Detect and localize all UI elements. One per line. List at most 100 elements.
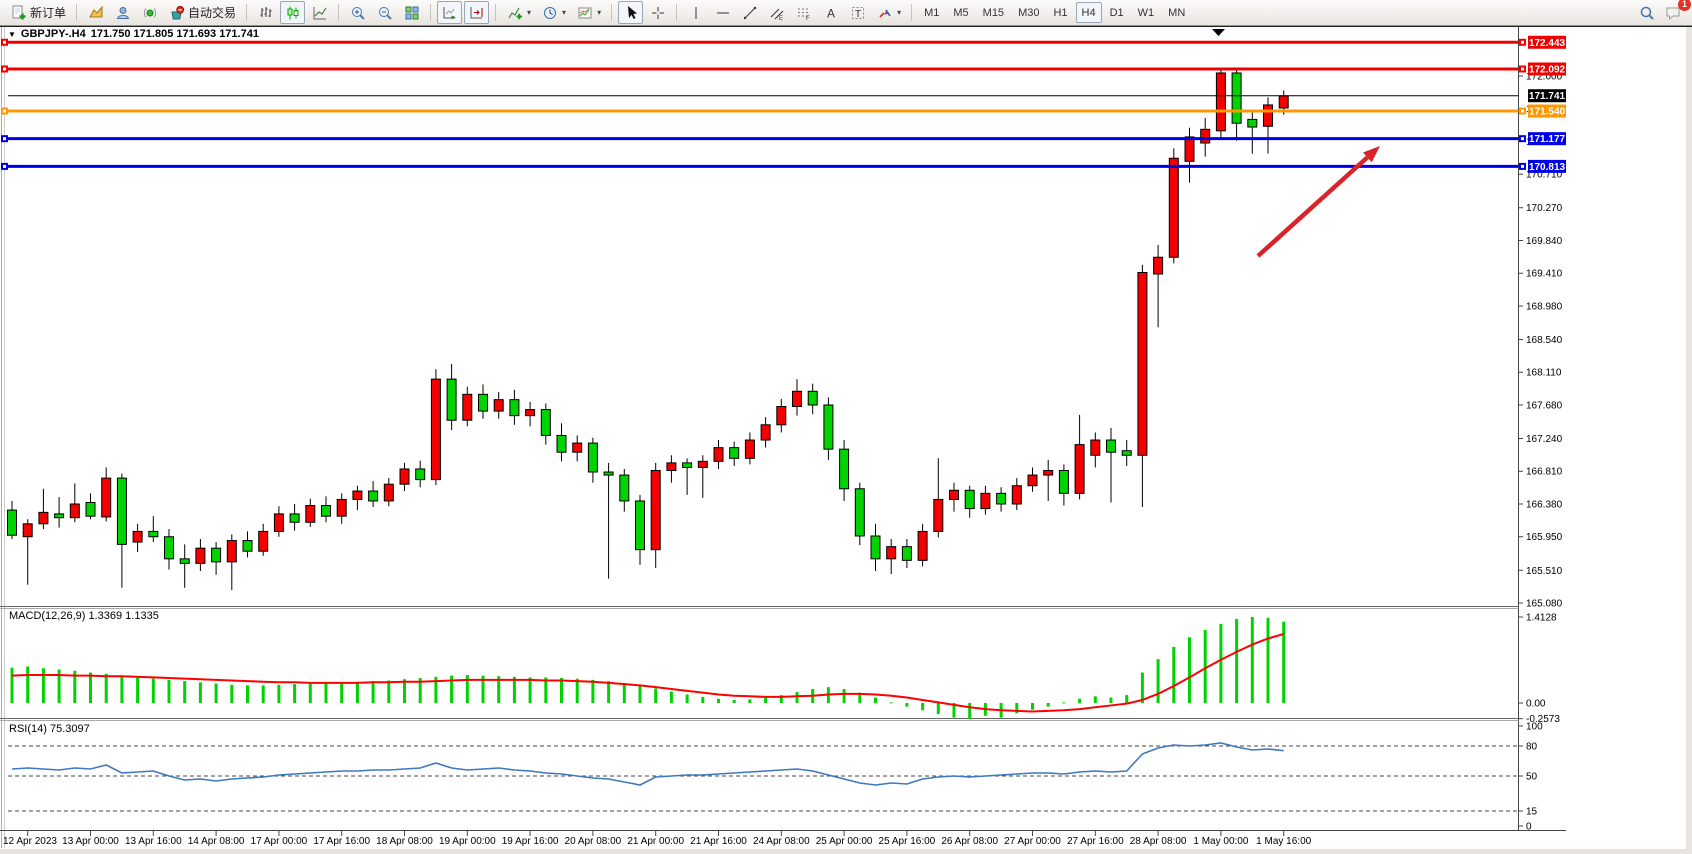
price-tick-label: 167.240 [1526, 434, 1563, 445]
candle-body [305, 505, 316, 523]
macd-histogram-bar [1062, 702, 1066, 704]
candlestick-chart-button[interactable] [280, 1, 306, 24]
macd-histogram-bar [795, 692, 799, 703]
vertical-line-icon [687, 4, 704, 21]
profile-button[interactable] [110, 1, 135, 24]
macd-histogram-bar [1156, 659, 1160, 703]
horizontal-line-tool-button[interactable] [710, 1, 735, 24]
timeframe-w1-button[interactable]: W1 [1137, 6, 1155, 19]
horizontal-line-object[interactable]: 171.540 [1, 104, 1566, 118]
indicators-button[interactable]: ▾ [502, 1, 535, 24]
candle-body [729, 447, 740, 459]
bar-chart-icon [257, 4, 274, 21]
timeframe-m5-button[interactable]: M5 [953, 6, 969, 19]
timeframe-m1-button[interactable]: M1 [924, 6, 940, 19]
channel-tool-button[interactable]: E [764, 1, 789, 24]
text-label-tool-button[interactable]: T [845, 1, 870, 24]
macd-histogram-bar [701, 696, 705, 703]
templates-button[interactable]: ▾ [572, 1, 605, 24]
separator [76, 4, 78, 21]
candle-body [148, 530, 159, 538]
timeframe-m30-button[interactable]: M30 [1018, 6, 1040, 19]
macd-histogram-bar [277, 684, 281, 703]
symbol-dropdown-icon[interactable]: ▼ [8, 29, 16, 39]
candle-body [462, 393, 473, 421]
macd-histogram-bar [1093, 696, 1097, 703]
timeframe-h4-button[interactable]: H4 [1075, 2, 1102, 23]
auto-scroll-button[interactable] [437, 1, 463, 24]
notifications-button[interactable]: 1 [1661, 0, 1691, 24]
timeframe-h1-button[interactable]: H1 [1053, 6, 1068, 19]
vertical-line-tool-button[interactable] [683, 1, 708, 24]
macd-histogram-bar [1140, 672, 1144, 703]
crosshair-button[interactable] [645, 1, 670, 24]
timeframe-mn-button[interactable]: MN [1168, 6, 1186, 19]
candle-body [1090, 439, 1101, 456]
candle-body [352, 490, 363, 500]
line-chart-icon [311, 4, 328, 21]
macd-histogram-bar [1235, 618, 1239, 703]
periods-button[interactable]: ▾ [537, 1, 570, 24]
horizontal-line-object[interactable]: 172.443 [1, 35, 1566, 49]
trendline-icon [741, 4, 758, 21]
candle-body [1121, 450, 1132, 456]
price-tick-label: 168.110 [1526, 368, 1562, 379]
candle-body [85, 501, 96, 517]
candle-body [101, 477, 112, 518]
cursor-button[interactable] [618, 1, 644, 24]
macd-histogram-bar [952, 703, 956, 718]
candle-body [368, 490, 379, 502]
macd-histogram-bar [10, 667, 14, 703]
macd-histogram-bar [371, 681, 375, 703]
trendline-tool-button[interactable] [737, 1, 762, 24]
timeframe-d1-button[interactable]: D1 [1109, 6, 1124, 19]
chart-shift-marker-icon[interactable] [1212, 29, 1225, 36]
candle-body [525, 409, 536, 417]
macd-histogram-bar [575, 678, 579, 703]
timeframe-m15-button[interactable]: M15 [982, 6, 1005, 19]
candle-body [1106, 439, 1116, 453]
separator [246, 4, 248, 21]
rsi-axis-label: 0 [1526, 822, 1532, 833]
separator [611, 4, 613, 21]
charts-button[interactable] [83, 1, 108, 24]
autotrade-button[interactable]: 自动交易 [164, 1, 240, 24]
candle-body [823, 404, 834, 450]
bar-chart-button[interactable] [253, 1, 278, 24]
time-tick-label: 24 Apr 08:00 [753, 836, 810, 847]
zoom-in-button[interactable] [345, 1, 370, 24]
new-order-button[interactable]: 新订单 [6, 1, 70, 24]
candle-body [226, 540, 237, 563]
horizontal-line-object[interactable]: 170.813 [1, 159, 1566, 173]
macd-histogram-bar [921, 703, 925, 711]
macd-histogram-bar [167, 679, 171, 703]
tile-windows-button[interactable] [399, 1, 424, 24]
text-tool-button[interactable]: A [818, 1, 843, 24]
macd-histogram-bar [1282, 621, 1286, 703]
fibonacci-tool-button[interactable]: F [791, 1, 816, 24]
candle-body [195, 547, 206, 564]
macd-histogram-bar [497, 676, 501, 703]
shapes-tool-button[interactable]: ▾ [872, 1, 905, 24]
candle-body [493, 399, 504, 412]
horizontal-line-object[interactable]: 171.177 [1, 132, 1566, 146]
zoom-out-button[interactable] [372, 1, 397, 24]
signal-button[interactable] [137, 1, 162, 24]
candle-body [1168, 157, 1179, 258]
macd-histogram-bar [889, 702, 893, 704]
macd-histogram-bar [355, 681, 359, 703]
candle-body [1215, 72, 1226, 132]
indicators-icon [506, 4, 523, 21]
chart-shift-button[interactable] [464, 1, 490, 24]
search-button[interactable] [1634, 1, 1659, 24]
trend-arrow-object[interactable] [1256, 146, 1380, 258]
candle-body [1278, 95, 1289, 109]
horizontal-line-object[interactable]: 172.092 [1, 62, 1566, 76]
candle-body [556, 434, 567, 453]
price-tick-label: 170.270 [1526, 203, 1563, 214]
candle-body [509, 399, 520, 417]
candle-body [886, 546, 897, 560]
line-chart-button[interactable] [307, 1, 332, 24]
macd-panel: 1.4128 0.00 -0.2573 [10, 613, 1560, 725]
